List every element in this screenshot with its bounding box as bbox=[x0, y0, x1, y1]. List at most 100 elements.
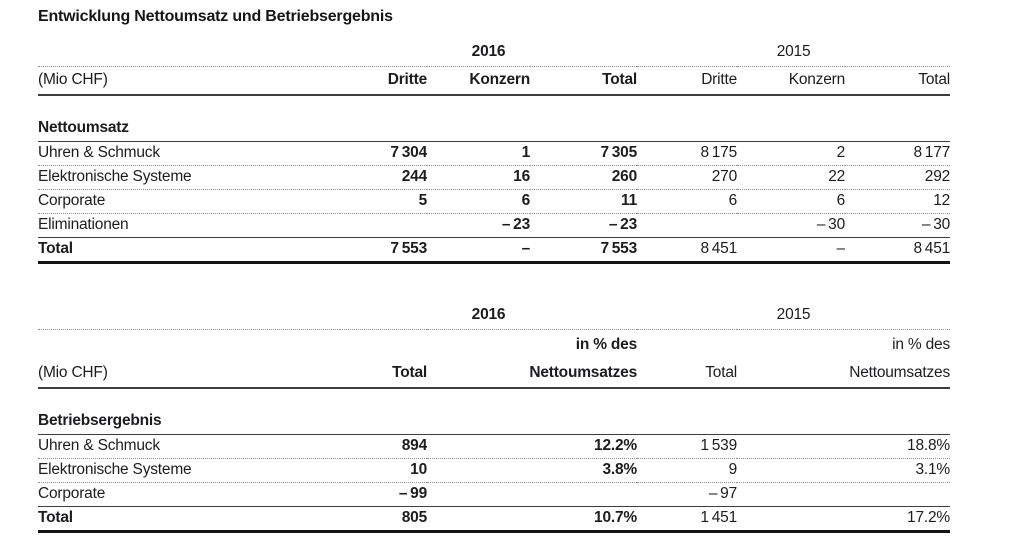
section-header-row: Betriebsergebnis bbox=[38, 411, 950, 435]
table-row: Elektronische Systeme 244 16 260 270 22 … bbox=[38, 165, 951, 190]
year-2015-label: 2015 bbox=[637, 39, 951, 67]
row-label: Uhren & Schmuck bbox=[38, 141, 340, 166]
cell bbox=[340, 213, 427, 238]
unit-label: (Mio CHF) bbox=[38, 66, 340, 96]
cell: 16 bbox=[427, 165, 530, 190]
cell: 17.2% bbox=[737, 506, 950, 533]
cell: 22 bbox=[737, 165, 846, 190]
cell: 5 bbox=[340, 189, 427, 214]
row-label: Total bbox=[38, 506, 340, 533]
row-label: Corporate bbox=[38, 482, 340, 507]
row-label: Total bbox=[38, 237, 340, 264]
cell: 8 175 bbox=[637, 141, 738, 166]
cell: 7 305 bbox=[530, 141, 638, 166]
section-label: Betriebsergebnis bbox=[38, 411, 950, 435]
cell: 7 553 bbox=[340, 237, 427, 264]
empty-cell bbox=[637, 330, 737, 357]
cell: 6 bbox=[737, 189, 846, 214]
cell: 9 bbox=[637, 458, 737, 483]
cell: – 30 bbox=[845, 213, 951, 238]
cell: 8 451 bbox=[845, 237, 951, 264]
total-row: Total 805 10.7% 1 451 17.2% bbox=[38, 506, 950, 533]
cell bbox=[737, 482, 950, 507]
row-label: Elektronische Systeme bbox=[38, 165, 340, 190]
table-row: Elektronische Systeme 10 3.8% 9 3.1% bbox=[38, 458, 950, 483]
column-header-bottom-row: (Mio CHF) Total Nettoumsatzes Total Nett… bbox=[38, 356, 950, 389]
cell: 10 bbox=[340, 458, 427, 483]
operating-result-table: 2016 2015 in % des in % des (Mio CHF) To… bbox=[38, 302, 950, 533]
column-header-top-row: in % des in % des bbox=[38, 330, 950, 357]
cell: 1 bbox=[427, 141, 530, 166]
cell: 2 bbox=[737, 141, 846, 166]
unit-label: (Mio CHF) bbox=[38, 356, 340, 389]
spacer-row bbox=[38, 95, 950, 118]
column-header-row: (Mio CHF) Dritte Konzern Total Dritte Ko… bbox=[38, 66, 951, 96]
col-header-pct-top-2015: in % des bbox=[892, 336, 950, 353]
total-row: Total 7 553 – 7 553 8 451 – 8 451 bbox=[38, 237, 951, 264]
row-label: Eliminationen bbox=[38, 213, 340, 238]
col-header-dritte-2015: Dritte bbox=[637, 66, 738, 96]
cell: – 97 bbox=[637, 482, 737, 507]
year-header-row: 2016 2015 bbox=[38, 39, 951, 67]
cell: – 23 bbox=[530, 213, 638, 238]
empty-cell bbox=[38, 39, 340, 67]
col-header-pct-2015: Nettoumsatzes bbox=[737, 356, 950, 389]
cell: 1 539 bbox=[637, 434, 737, 459]
section-header-row: Nettoumsatz bbox=[38, 118, 951, 142]
empty-cell bbox=[38, 302, 340, 330]
row-label: Elektronische Systeme bbox=[38, 458, 340, 483]
cell: 292 bbox=[845, 165, 951, 190]
year-header-row: 2016 2015 bbox=[38, 302, 950, 330]
cell: 3.8% bbox=[427, 458, 637, 483]
col-header-total-2015: Total bbox=[845, 66, 951, 96]
table-row: Corporate – 99 – 97 bbox=[38, 482, 950, 507]
cell: 244 bbox=[340, 165, 427, 190]
page-title: Entwicklung Nettoumsatz und Betriebserge… bbox=[38, 8, 393, 25]
cell: 10.7% bbox=[427, 506, 637, 533]
year-2015-label: 2015 bbox=[637, 302, 950, 330]
cell: 8 177 bbox=[845, 141, 951, 166]
cell: – bbox=[427, 237, 530, 264]
col-header-pct-top-2016: in % des bbox=[575, 336, 637, 353]
cell: 18.8% bbox=[737, 434, 950, 459]
year-2016-label: 2016 bbox=[340, 302, 637, 330]
table-row: Corporate 5 6 11 6 6 12 bbox=[38, 189, 951, 214]
table-row: Eliminationen – 23 – 23 – 30 – 30 bbox=[38, 213, 951, 238]
cell: – 99 bbox=[340, 482, 427, 507]
cell: 12.2% bbox=[427, 434, 637, 459]
col-header-pct-2016: Nettoumsatzes bbox=[427, 356, 637, 389]
cell: 894 bbox=[340, 434, 427, 459]
cell: 11 bbox=[530, 189, 638, 214]
col-header-konzern-2015: Konzern bbox=[737, 66, 846, 96]
col-header-total-2015: Total bbox=[637, 356, 737, 389]
col-header-total-2016: Total bbox=[340, 356, 427, 389]
cell: – bbox=[737, 237, 846, 264]
cell: 270 bbox=[637, 165, 738, 190]
cell bbox=[637, 213, 738, 238]
net-sales-table: 2016 2015 (Mio CHF) Dritte Konzern Total… bbox=[38, 39, 951, 264]
empty-cell bbox=[340, 330, 427, 357]
section-label: Nettoumsatz bbox=[38, 118, 951, 142]
cell: 7 304 bbox=[340, 141, 427, 166]
table-row: Uhren & Schmuck 894 12.2% 1 539 18.8% bbox=[38, 434, 950, 459]
cell: 3.1% bbox=[737, 458, 950, 483]
cell: 805 bbox=[340, 506, 427, 533]
empty-cell bbox=[38, 330, 340, 357]
row-label: Corporate bbox=[38, 189, 340, 214]
cell: 12 bbox=[845, 189, 951, 214]
cell: 1 451 bbox=[637, 506, 737, 533]
row-label: Uhren & Schmuck bbox=[38, 434, 340, 459]
cell: 8 451 bbox=[637, 237, 738, 264]
cell: 6 bbox=[427, 189, 530, 214]
spacer-row bbox=[38, 388, 950, 411]
cell bbox=[427, 482, 637, 507]
cell: 260 bbox=[530, 165, 638, 190]
col-header-dritte-2016: Dritte bbox=[340, 66, 427, 96]
cell: 6 bbox=[637, 189, 738, 214]
cell: 7 553 bbox=[530, 237, 638, 264]
col-header-konzern-2016: Konzern bbox=[427, 66, 530, 96]
cell: – 23 bbox=[427, 213, 530, 238]
cell: – 30 bbox=[737, 213, 846, 238]
table-row: Uhren & Schmuck 7 304 1 7 305 8 175 2 8 … bbox=[38, 141, 951, 166]
